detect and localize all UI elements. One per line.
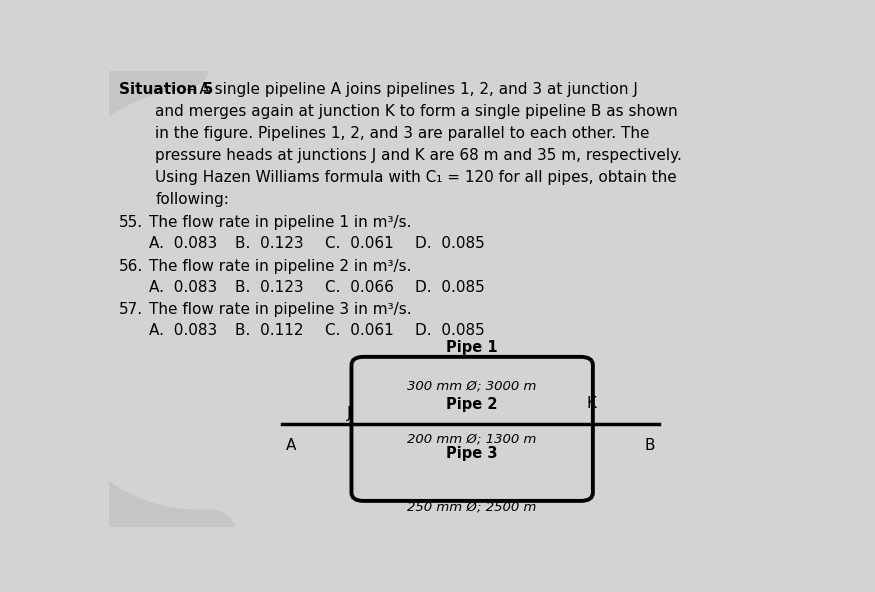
- Text: A: A: [285, 438, 296, 453]
- Text: Pipe 3: Pipe 3: [446, 446, 498, 461]
- Text: B.  0.123: B. 0.123: [234, 279, 304, 295]
- Text: 55.: 55.: [119, 215, 143, 230]
- Text: 200 mm Ø; 1300 m: 200 mm Ø; 1300 m: [408, 433, 537, 446]
- Text: 250 mm Ø; 2500 m: 250 mm Ø; 2500 m: [408, 501, 537, 514]
- Text: pressure heads at junctions J and K are 68 m and 35 m, respectively.: pressure heads at junctions J and K are …: [156, 148, 683, 163]
- Text: B: B: [645, 438, 655, 453]
- Text: A.  0.083: A. 0.083: [149, 236, 217, 251]
- Text: and merges again at junction K to form a single pipeline B as shown: and merges again at junction K to form a…: [156, 104, 678, 120]
- Text: Pipe 1: Pipe 1: [446, 340, 498, 355]
- Text: K: K: [586, 395, 596, 411]
- Text: B.  0.123: B. 0.123: [234, 236, 304, 251]
- Text: Using Hazen Williams formula with C₁ = 120 for all pipes, obtain the: Using Hazen Williams formula with C₁ = 1…: [156, 170, 677, 185]
- Text: Situation 5: Situation 5: [119, 82, 214, 98]
- Text: D.  0.085: D. 0.085: [415, 236, 484, 251]
- Text: J: J: [347, 406, 352, 421]
- Text: A.  0.083: A. 0.083: [149, 279, 217, 295]
- Text: Pipe 2: Pipe 2: [446, 397, 498, 411]
- Text: The flow rate in pipeline 2 in m³/s.: The flow rate in pipeline 2 in m³/s.: [149, 259, 411, 274]
- Text: 57.: 57.: [119, 302, 143, 317]
- Text: C.  0.061: C. 0.061: [325, 323, 394, 338]
- Text: 56.: 56.: [119, 259, 144, 274]
- Text: in the figure. Pipelines 1, 2, and 3 are parallel to each other. The: in the figure. Pipelines 1, 2, and 3 are…: [156, 126, 650, 141]
- Text: D.  0.085: D. 0.085: [415, 279, 484, 295]
- Text: D.  0.085: D. 0.085: [415, 323, 484, 338]
- Text: following:: following:: [156, 192, 229, 207]
- Text: C.  0.061: C. 0.061: [325, 236, 394, 251]
- Text: – A single pipeline A joins pipelines 1, 2, and 3 at junction J: – A single pipeline A joins pipelines 1,…: [182, 82, 638, 98]
- Text: The flow rate in pipeline 3 in m³/s.: The flow rate in pipeline 3 in m³/s.: [149, 302, 411, 317]
- Text: The flow rate in pipeline 1 in m³/s.: The flow rate in pipeline 1 in m³/s.: [149, 215, 411, 230]
- Text: A.  0.083: A. 0.083: [149, 323, 217, 338]
- Text: 300 mm Ø; 3000 m: 300 mm Ø; 3000 m: [408, 379, 537, 392]
- Text: C.  0.066: C. 0.066: [325, 279, 394, 295]
- Text: B.  0.112: B. 0.112: [234, 323, 304, 338]
